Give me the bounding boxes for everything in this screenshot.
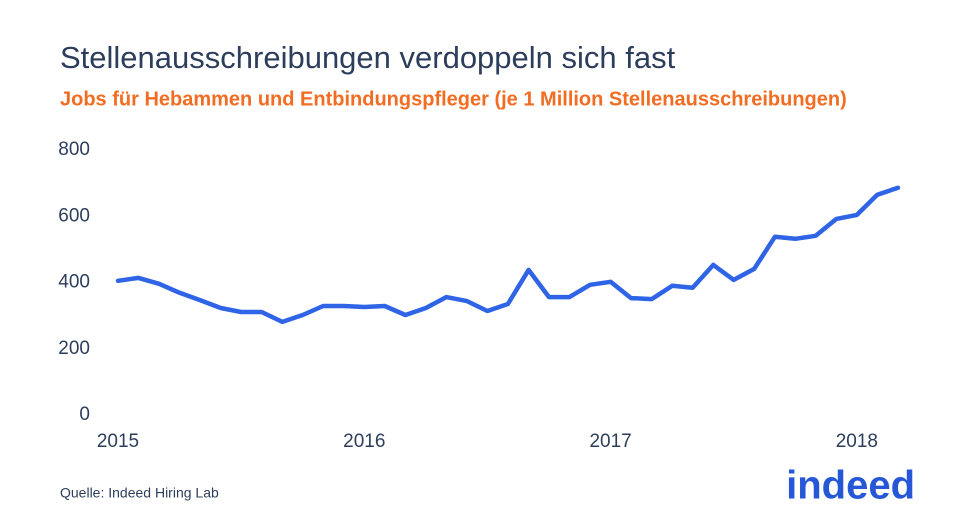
x-tick-label: 2017: [589, 431, 631, 452]
logo: indeed: [786, 464, 915, 508]
x-tick-label: 2018: [836, 431, 878, 452]
y-tick-label: 400: [58, 272, 90, 293]
chart-title: Stellenausschreibungen verdoppeln sich f…: [60, 40, 676, 75]
data-line: [115, 185, 901, 325]
y-tick-label: 600: [58, 205, 90, 226]
y-tick-label: 200: [58, 338, 90, 359]
chart-subtitle: Jobs für Hebammen und Entbindungspfleger…: [60, 88, 847, 110]
source-note: Quelle: Indeed Hiring Lab: [60, 485, 219, 501]
x-tick-label: 2015: [97, 431, 139, 452]
y-tick-label: 800: [58, 139, 90, 160]
x-tick-label: 2016: [343, 431, 385, 452]
y-tick-label: 0: [79, 404, 90, 425]
